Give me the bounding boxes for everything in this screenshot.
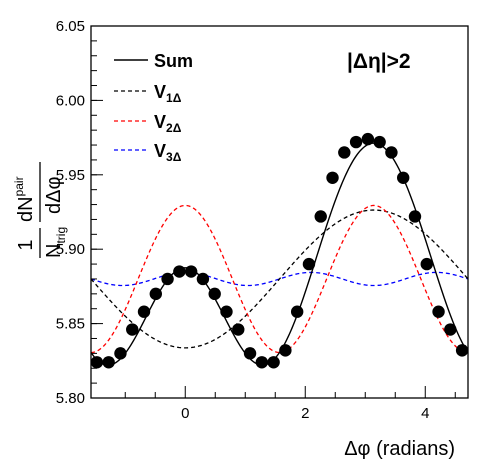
data-point (432, 305, 445, 318)
y-axis-title-prefix-denom: Ntrig (43, 227, 68, 258)
y-axis-title: 1 Ntrig dNpair dΔφ (12, 162, 68, 258)
legend-label-v2-sub: 2Δ (166, 121, 182, 135)
data-point (279, 344, 292, 357)
data-markers (91, 132, 468, 369)
series-line-v3 (91, 271, 468, 287)
data-point (91, 356, 104, 369)
data-point (149, 287, 162, 301)
data-point (444, 323, 457, 336)
series-line-v1 (91, 209, 468, 349)
data-point (267, 356, 280, 369)
data-point (220, 305, 233, 318)
data-point (137, 305, 151, 318)
data-point (385, 146, 398, 159)
data-point (326, 171, 339, 184)
data-point (243, 347, 257, 360)
x-axis-title: Δφ (radians) (344, 438, 455, 460)
data-point (232, 323, 245, 336)
data-point (196, 272, 210, 286)
x-tick-label: 2 (301, 405, 309, 422)
data-point (338, 146, 351, 159)
data-point (314, 210, 327, 223)
y-tick-label: 6.05 (56, 18, 85, 35)
legend-label-v3: V3Δ (154, 141, 182, 164)
data-point (349, 135, 363, 149)
data-point (184, 265, 198, 278)
y-axis-title-numerator-sup: pair (12, 176, 26, 196)
y-tick-label: 5.95 (56, 167, 85, 184)
data-point (126, 323, 139, 336)
data-point (114, 347, 127, 360)
x-tick-label: 4 (421, 405, 429, 422)
data-point (397, 171, 410, 184)
y-axis-title-denominator: dΔφ (43, 177, 65, 214)
legend: Sum V1Δ V2Δ V3Δ (114, 51, 193, 164)
y-axis-title-prefix: 1 (15, 239, 37, 250)
data-point (208, 287, 221, 301)
data-point (408, 210, 422, 223)
legend-entry-v2: V2Δ (114, 112, 182, 135)
data-point (302, 257, 316, 271)
legend-label-v3-sub: 3Δ (166, 150, 182, 164)
y-tick-label: 6.00 (56, 92, 85, 109)
data-point (373, 135, 386, 149)
eta-gap-annotation: |Δη|>2 (347, 50, 411, 73)
y-axis-title-numerator: dNpair (12, 176, 37, 222)
y-tick-label: 5.80 (56, 390, 85, 407)
data-point (102, 356, 115, 369)
legend-entry-sum: Sum (114, 51, 193, 71)
legend-label-v2: V2Δ (154, 112, 182, 135)
data-point (255, 356, 269, 369)
legend-entry-v3: V3Δ (114, 141, 182, 164)
data-point (420, 257, 433, 271)
y-tick-label: 5.85 (56, 316, 85, 333)
data-point (361, 132, 375, 146)
y-axis-title-prefix-denom-sub: trig (54, 227, 68, 244)
legend-label-v1: V1Δ (154, 82, 182, 105)
x-tick-label: 0 (181, 405, 189, 422)
legend-label-sum: Sum (154, 51, 193, 71)
x-axis-ticks: 0 2 4 (124, 386, 456, 422)
data-point (455, 344, 468, 357)
plot-frame (90, 25, 469, 399)
data-point (290, 305, 304, 318)
data-point (173, 265, 186, 278)
legend-label-v1-sub: 1Δ (166, 91, 182, 105)
legend-entry-v1: V1Δ (114, 82, 182, 105)
y-tick-label: 5.90 (56, 241, 85, 258)
data-point (161, 272, 174, 286)
y-axis-ticks: 5.80 5.85 5.90 5.95 6.00 6.05 (56, 18, 103, 407)
